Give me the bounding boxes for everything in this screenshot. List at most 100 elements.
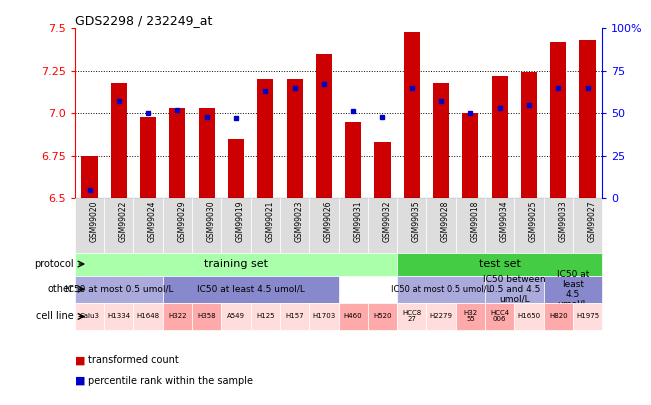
Bar [550, 42, 566, 198]
Text: ■: ■ [75, 376, 85, 386]
Bar [199, 108, 215, 198]
Text: IC50 at most 0.5 umol/L: IC50 at most 0.5 umol/L [391, 285, 491, 294]
Text: GDS2298 / 232249_at: GDS2298 / 232249_at [75, 14, 212, 27]
FancyBboxPatch shape [221, 198, 251, 253]
Text: percentile rank within the sample: percentile rank within the sample [88, 376, 253, 386]
FancyBboxPatch shape [426, 198, 456, 253]
Text: cell line: cell line [36, 311, 74, 322]
Text: H1650: H1650 [518, 313, 540, 320]
FancyBboxPatch shape [280, 303, 309, 330]
FancyBboxPatch shape [309, 303, 339, 330]
Bar [345, 122, 361, 198]
Bar [169, 108, 186, 198]
Text: GSM99021: GSM99021 [266, 201, 274, 242]
Text: GSM99028: GSM99028 [441, 201, 450, 242]
FancyBboxPatch shape [485, 198, 514, 253]
Text: H322: H322 [168, 313, 187, 320]
Bar [404, 32, 420, 198]
FancyBboxPatch shape [456, 198, 485, 253]
FancyBboxPatch shape [339, 303, 368, 330]
Text: protocol: protocol [34, 259, 74, 269]
Text: other: other [48, 284, 74, 294]
Text: H358: H358 [197, 313, 216, 320]
Text: H820: H820 [549, 313, 568, 320]
Text: GSM99030: GSM99030 [207, 201, 215, 242]
Bar [374, 142, 391, 198]
FancyBboxPatch shape [192, 198, 221, 253]
FancyBboxPatch shape [133, 303, 163, 330]
FancyBboxPatch shape [133, 198, 163, 253]
Bar [111, 83, 127, 198]
Bar [462, 113, 478, 198]
FancyBboxPatch shape [163, 198, 192, 253]
Text: transformed count: transformed count [88, 356, 178, 365]
Text: GSM99025: GSM99025 [529, 201, 538, 242]
Text: H520: H520 [373, 313, 392, 320]
FancyBboxPatch shape [426, 303, 456, 330]
Text: H460: H460 [344, 313, 363, 320]
FancyBboxPatch shape [485, 275, 544, 303]
Text: HCC8
27: HCC8 27 [402, 311, 421, 322]
FancyBboxPatch shape [544, 198, 573, 253]
Bar [579, 40, 596, 198]
FancyBboxPatch shape [75, 198, 104, 253]
Text: GSM99035: GSM99035 [412, 201, 421, 242]
Text: IC50 at
least
4.5
umol/L: IC50 at least 4.5 umol/L [557, 270, 589, 308]
FancyBboxPatch shape [485, 303, 514, 330]
FancyBboxPatch shape [104, 198, 133, 253]
Bar [81, 156, 98, 198]
Text: GSM99029: GSM99029 [178, 201, 186, 242]
Text: A549: A549 [227, 313, 245, 320]
Text: test set: test set [478, 259, 521, 269]
Text: H1648: H1648 [137, 313, 159, 320]
Text: GSM99022: GSM99022 [119, 201, 128, 242]
FancyBboxPatch shape [280, 198, 309, 253]
FancyBboxPatch shape [397, 275, 485, 303]
Text: HCC4
006: HCC4 006 [490, 311, 509, 322]
Text: GSM99026: GSM99026 [324, 201, 333, 242]
Text: GSM99018: GSM99018 [471, 201, 479, 242]
Text: H125: H125 [256, 313, 275, 320]
Text: ■: ■ [75, 356, 85, 365]
FancyBboxPatch shape [75, 253, 397, 275]
FancyBboxPatch shape [75, 275, 163, 303]
Text: IC50 at most 0.5 umol/L: IC50 at most 0.5 umol/L [64, 285, 173, 294]
FancyBboxPatch shape [544, 303, 573, 330]
FancyBboxPatch shape [221, 303, 251, 330]
Text: training set: training set [204, 259, 268, 269]
Bar [228, 139, 244, 198]
Bar [316, 54, 332, 198]
FancyBboxPatch shape [309, 198, 339, 253]
FancyBboxPatch shape [75, 303, 104, 330]
FancyBboxPatch shape [544, 275, 602, 303]
FancyBboxPatch shape [192, 303, 221, 330]
Bar [492, 76, 508, 198]
FancyBboxPatch shape [251, 303, 280, 330]
Text: GSM99027: GSM99027 [588, 201, 596, 242]
FancyBboxPatch shape [573, 303, 602, 330]
FancyBboxPatch shape [163, 303, 192, 330]
Text: H2279: H2279 [430, 313, 452, 320]
Text: Calu3: Calu3 [79, 313, 100, 320]
FancyBboxPatch shape [514, 198, 544, 253]
Text: H157: H157 [285, 313, 304, 320]
Text: H1975: H1975 [576, 313, 599, 320]
FancyBboxPatch shape [368, 198, 397, 253]
Text: H1703: H1703 [312, 313, 335, 320]
FancyBboxPatch shape [368, 303, 397, 330]
Text: GSM99034: GSM99034 [500, 201, 508, 242]
FancyBboxPatch shape [573, 198, 602, 253]
Bar [286, 79, 303, 198]
FancyBboxPatch shape [163, 275, 339, 303]
FancyBboxPatch shape [397, 253, 602, 275]
Text: IC50 at least 4.5 umol/L: IC50 at least 4.5 umol/L [197, 285, 305, 294]
FancyBboxPatch shape [104, 303, 133, 330]
Bar [433, 83, 449, 198]
FancyBboxPatch shape [339, 198, 368, 253]
Text: GSM99032: GSM99032 [383, 201, 391, 242]
FancyBboxPatch shape [397, 198, 426, 253]
FancyBboxPatch shape [456, 303, 485, 330]
Bar [257, 79, 273, 198]
Bar [140, 117, 156, 198]
Text: GSM99024: GSM99024 [148, 201, 157, 242]
